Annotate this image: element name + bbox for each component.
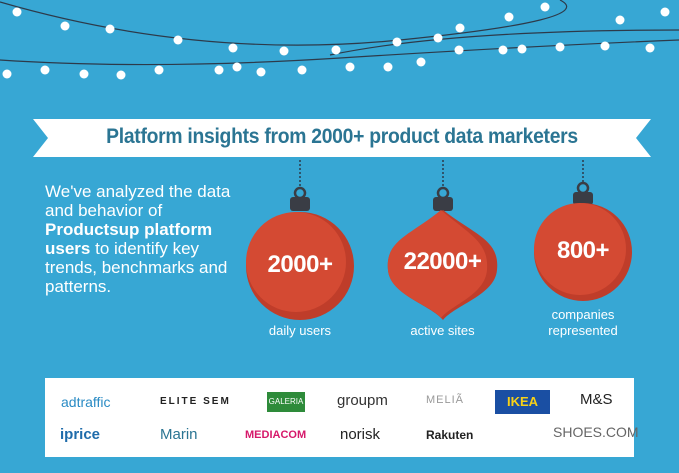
intro-part2: to identify key trends, benchmarks and p…	[45, 239, 228, 296]
onion-ornament-icon	[387, 160, 498, 320]
logo-rakuten: Rakuten	[426, 428, 474, 442]
ribbon-shape	[33, 119, 651, 157]
light-bulb-icon	[660, 7, 670, 17]
light-bulb-icon	[297, 65, 307, 75]
client-logos-panel: adtraffic ELITE SEM GALERIA groupm MELIÃ…	[45, 378, 639, 457]
light-bulb-icon	[173, 35, 183, 45]
logo-mediacom: MEDIACOM	[245, 429, 307, 441]
light-bulb-icon	[331, 45, 341, 55]
stat-label: active sites	[410, 323, 475, 338]
light-bulb-icon	[416, 57, 426, 67]
intro-text: We've analyzed the data and behavior of …	[45, 182, 245, 296]
light-bulb-icon	[2, 69, 12, 79]
stat-value: 22000+	[403, 248, 482, 275]
round-ornament-icon	[246, 160, 354, 320]
stat-companies: 800+ companies represented	[530, 160, 636, 340]
light-bulb-icon	[228, 43, 238, 53]
light-bulb-icon	[116, 70, 126, 80]
round-ornament-icon	[534, 160, 632, 301]
logo-marin: Marin	[160, 426, 198, 443]
light-bulb-icon	[645, 43, 655, 53]
light-wire	[0, 39, 679, 66]
light-bulb-icon	[12, 7, 22, 17]
stat-active-sites: 22000+ active sites	[385, 160, 500, 340]
light-bulb-icon	[517, 44, 527, 54]
light-bulb-icon	[433, 33, 443, 43]
light-bulb-icon	[504, 12, 514, 22]
light-bulb-icon	[455, 23, 465, 33]
logo-norisk: norisk	[340, 426, 381, 443]
stat-value: 2000+	[267, 251, 333, 278]
light-bulb-icon	[40, 65, 50, 75]
light-bulb-icon	[540, 2, 550, 12]
intro-highlight: Productsup platform users	[45, 220, 213, 258]
stat-value: 800+	[556, 237, 610, 264]
stat-label: daily users	[268, 323, 332, 338]
logo-groupm: groupm	[337, 392, 388, 409]
light-bulb-icon	[345, 62, 355, 72]
light-bulb-icon	[232, 62, 242, 72]
string-lights-decoration	[0, 0, 679, 80]
light-bulb-icon	[392, 37, 402, 47]
light-bulb-icon	[279, 46, 289, 56]
intro-part1: We've analyzed the data and behavior of	[45, 182, 231, 220]
logo-galeria: GALERIA	[267, 392, 305, 412]
light-bulb-icon	[383, 62, 393, 72]
light-bulb-icon	[105, 24, 115, 34]
logo-m-and-s: M&S	[580, 391, 613, 408]
logo-ikea: IKEA	[495, 390, 550, 414]
light-bulb-icon	[60, 21, 70, 31]
light-bulb-icon	[256, 67, 266, 77]
light-bulb-icon	[498, 45, 508, 55]
light-wire	[329, 29, 679, 56]
light-bulb-icon	[615, 15, 625, 25]
logo-shoes-com: SHOES.COM	[553, 424, 639, 440]
logo-adtraffic: adtraffic	[61, 394, 111, 410]
light-bulb-icon	[600, 41, 610, 51]
light-wire	[0, 0, 568, 46]
logo-melia: MELIÃ	[426, 394, 465, 406]
light-bulb-icon	[555, 42, 565, 52]
stat-daily-users: 2000+ daily users	[245, 160, 355, 340]
light-bulb-icon	[154, 65, 164, 75]
logo-elite-sem: ELITE SEM	[160, 396, 231, 407]
page-title: Platform insights from 2000+ product dat…	[106, 125, 578, 148]
logo-iprice: iprice	[60, 426, 101, 443]
light-bulb-icon	[214, 65, 224, 75]
stat-label: companies represented	[548, 307, 618, 338]
light-bulb-icon	[454, 45, 464, 55]
light-bulb-icon	[79, 69, 89, 79]
title-banner: Platform insights from 2000+ product dat…	[33, 119, 651, 157]
